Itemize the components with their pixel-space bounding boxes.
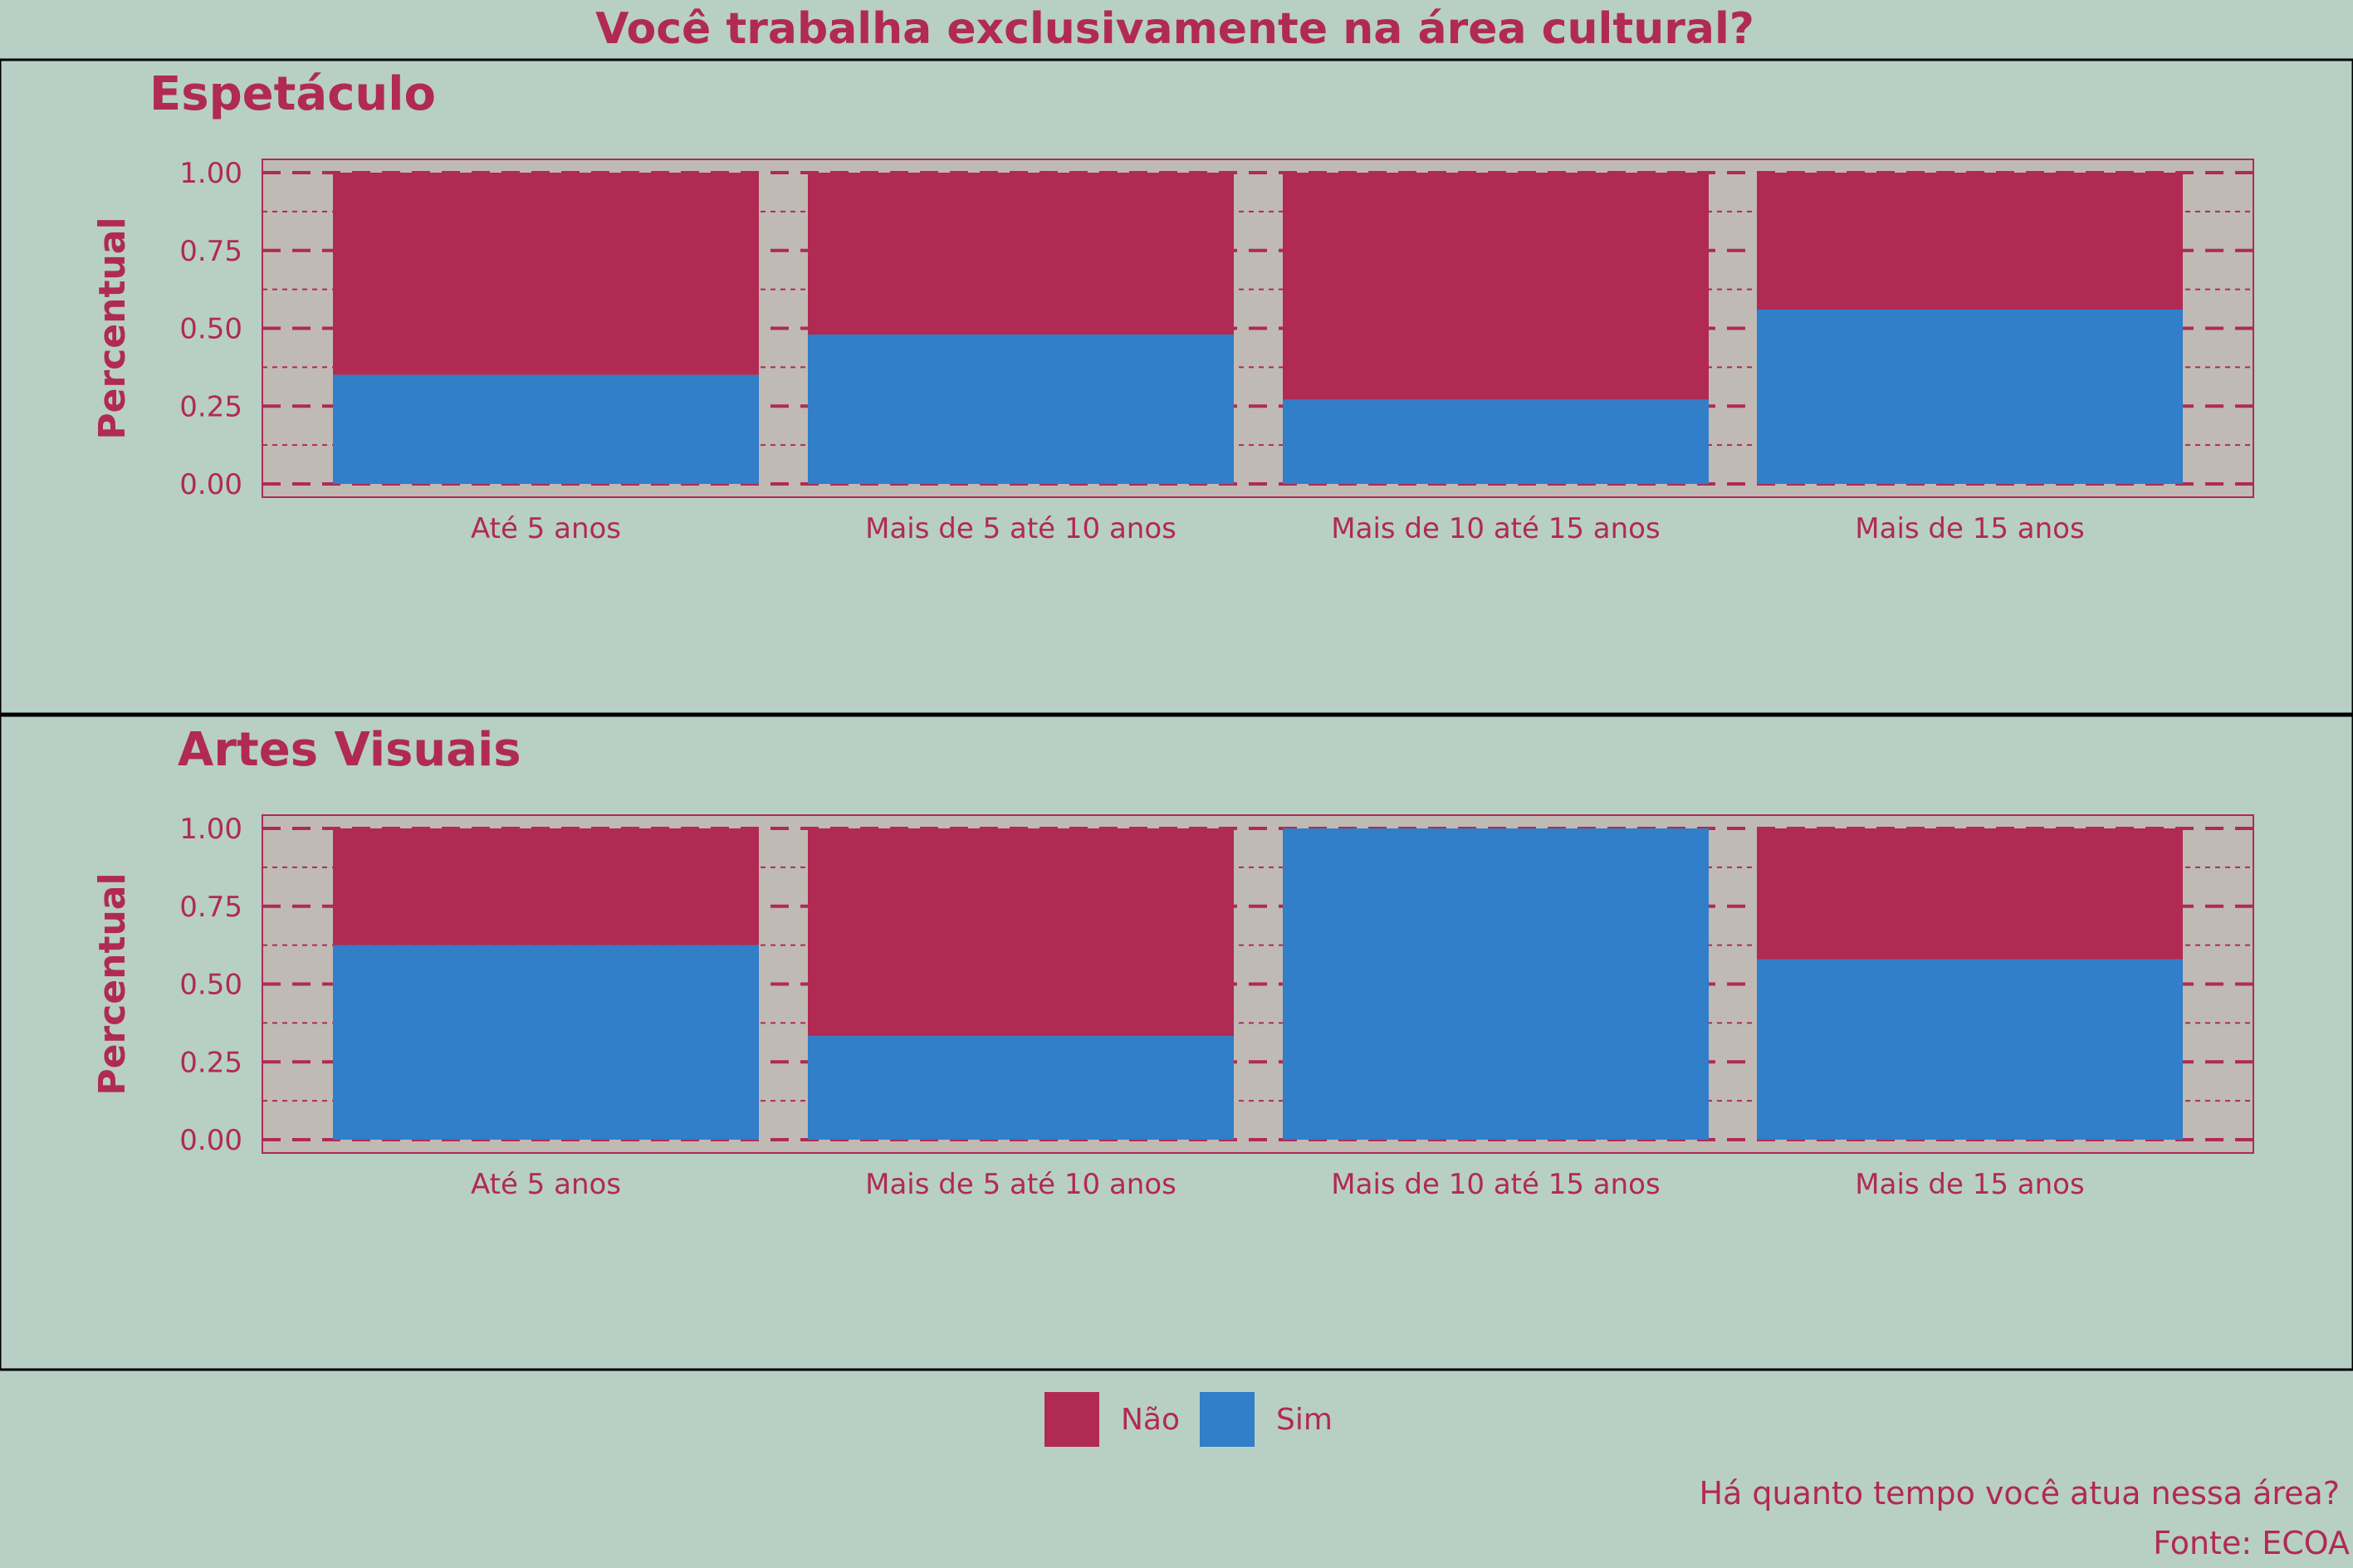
bar-sim-4 — [1757, 959, 2183, 1140]
x-tick-label: Até 5 anos — [471, 512, 621, 545]
facet-border — [0, 58, 2353, 716]
caption-source: Fonte: ECOA — [2153, 1525, 2350, 1561]
legend-key-nao — [1044, 1392, 1099, 1447]
bar-sim-4 — [1757, 310, 2183, 484]
x-tick-label: Mais de 10 até 15 anos — [1331, 1168, 1660, 1201]
x-tick-label: Mais de 5 até 10 anos — [865, 512, 1176, 545]
bar-nao-2 — [808, 828, 1234, 1037]
y-tick-label: 0.25 — [179, 1046, 242, 1079]
bar-sim-3 — [1283, 828, 1709, 1140]
bar-nao-2 — [808, 173, 1234, 335]
chart-title: Você trabalha exclusivamente na área cul… — [595, 4, 1754, 54]
bar-nao-1 — [333, 173, 759, 375]
legend-key-sim — [1200, 1392, 1255, 1447]
x-tick-label: Mais de 10 até 15 anos — [1331, 512, 1660, 545]
legend-label-nao: Não — [1121, 1403, 1180, 1437]
y-tick-label: 0.75 — [179, 235, 242, 268]
bar-sim-2 — [808, 335, 1234, 484]
facet-title: Artes Visuais — [178, 723, 521, 777]
bar-sim-1 — [333, 945, 759, 1140]
legend-label-sim: Sim — [1276, 1403, 1333, 1437]
y-tick-label: 1.00 — [179, 813, 242, 846]
y-axis-label: Percentual — [91, 872, 134, 1095]
facet-panel-2: Artes Visuais Até 5 anos Mais de 5 até 10 … — [0, 714, 2353, 1371]
bar-nao-4 — [1757, 828, 2183, 960]
y-axis-label: Percentual — [91, 217, 134, 439]
bar-sim-2 — [808, 1036, 1234, 1140]
x-tick-label: Mais de 15 anos — [1855, 512, 2084, 545]
bar-nao-4 — [1757, 173, 2183, 310]
legend: Não Sim — [1044, 1392, 1333, 1447]
x-tick-label: Até 5 anos — [471, 1168, 621, 1201]
facet-border — [0, 714, 2353, 1371]
y-tick-label: 1.00 — [179, 157, 242, 190]
x-tick-label: Mais de 15 anos — [1855, 1168, 2084, 1201]
y-tick-label: 0.25 — [179, 390, 242, 423]
caption-x-question: Há quanto tempo você atua nessa área? — [1699, 1475, 2340, 1512]
facet-panels: Espetáculo Até 5 anos Mais de 5 até 10 ano… — [0, 58, 2353, 1371]
y-tick-label: 0.00 — [179, 1124, 242, 1157]
y-tick-label: 0.00 — [179, 468, 242, 501]
y-tick-label: 0.75 — [179, 891, 242, 924]
facet-panel-1: Espetáculo Até 5 anos Mais de 5 até 10 ano… — [0, 58, 2353, 716]
x-tick-label: Mais de 5 até 10 anos — [865, 1168, 1176, 1201]
facet-title: Espetáculo — [149, 67, 436, 121]
y-tick-label: 0.50 — [179, 313, 242, 346]
bar-nao-1 — [333, 828, 759, 945]
bar-nao-3 — [1283, 173, 1709, 400]
bar-sim-1 — [333, 374, 759, 484]
bar-sim-3 — [1283, 399, 1709, 484]
y-tick-label: 0.50 — [179, 969, 242, 1002]
